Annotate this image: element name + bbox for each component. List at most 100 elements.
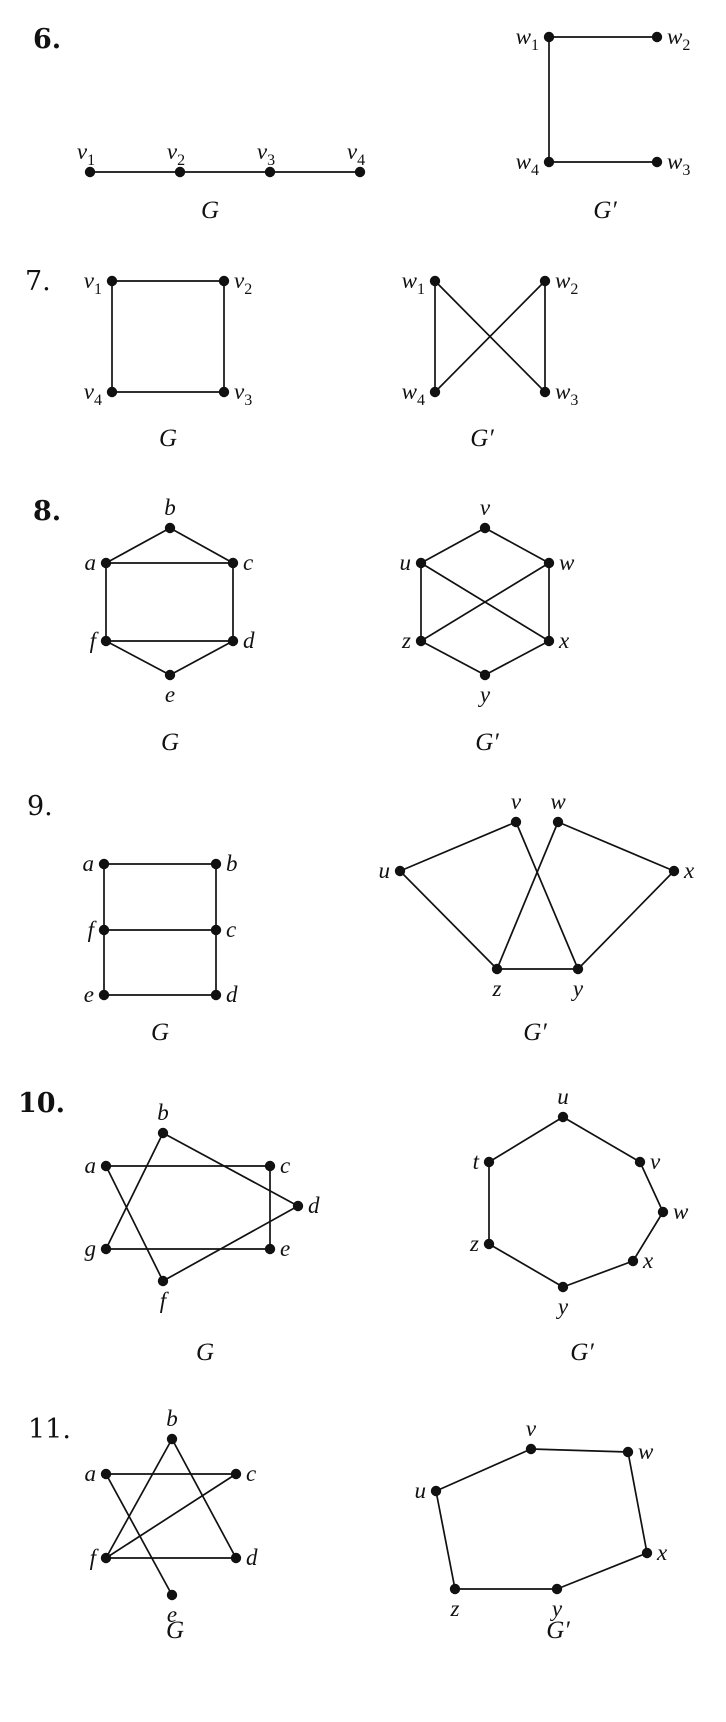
vertex-v: [634, 1156, 646, 1168]
edge-a-f: [105, 1165, 164, 1282]
graph-g-prime: w1 w2 w4 w3 G′: [402, 268, 579, 452]
vertex-label-w: w: [673, 1199, 689, 1224]
vertex-w3: [651, 156, 663, 168]
vertex-label-w4: w4: [402, 379, 425, 409]
vertex-v1: [84, 166, 96, 178]
vertex-label-v1: v1: [84, 268, 102, 298]
vertex-label-x: x: [683, 858, 695, 883]
edge-t-u: [488, 1116, 564, 1163]
vertex-w3: [539, 386, 551, 398]
vertex-label-v2: v2: [234, 268, 252, 298]
vertex-label-v: v: [480, 495, 491, 520]
vertex-label-w: w: [559, 550, 575, 575]
edge-x-y: [556, 1552, 648, 1590]
vertex-w4: [543, 156, 555, 168]
edge-u-v: [399, 821, 517, 872]
edge-c-f: [105, 1473, 237, 1559]
vertex-label-t: t: [473, 1149, 480, 1174]
vertex-w2: [539, 275, 551, 287]
edge-w-x: [632, 1211, 664, 1262]
problem-number: 11.: [28, 1414, 71, 1445]
vertex-v4: [354, 166, 366, 178]
vertex-label-v3: v3: [234, 379, 252, 409]
problem-number: 10.: [18, 1088, 65, 1119]
vertex-c: [227, 557, 239, 569]
graph-caption: G′: [546, 1617, 570, 1644]
graph-caption: G′: [570, 1339, 594, 1366]
graph-g: a b f c e d G: [83, 851, 239, 1046]
vertex-label-w3: w3: [667, 149, 690, 179]
vertex-e: [98, 989, 110, 1001]
vertex-label-a: a: [83, 851, 95, 876]
vertex-z: [483, 1238, 495, 1250]
edge-u-v: [562, 1116, 641, 1163]
edge-u-z: [399, 870, 498, 970]
vertex-u: [430, 1485, 442, 1497]
vertex-label-x: x: [642, 1248, 654, 1273]
problem-number: 6.: [33, 24, 61, 55]
vertex-x: [627, 1255, 639, 1267]
vertex-label-w2: w2: [555, 268, 578, 298]
vertex-v: [525, 1443, 537, 1455]
problem-2: 8. b a c f d eGv u w z x y G′: [33, 495, 575, 756]
edge-a-e: [105, 1473, 173, 1596]
vertex-label-x: x: [656, 1540, 668, 1565]
vertex-label-v: v: [650, 1149, 661, 1174]
vertex-label-e: e: [84, 982, 94, 1007]
vertex-label-w: w: [550, 789, 566, 814]
vertex-label-u: u: [379, 858, 391, 883]
edge-f-d: [162, 1205, 299, 1282]
edge-z-y: [420, 640, 486, 676]
vertex-label-a: a: [85, 1461, 97, 1486]
vertex-v4: [106, 386, 118, 398]
edge-x-y: [562, 1260, 634, 1288]
vertex-label-b: b: [164, 495, 176, 520]
vertex-y: [551, 1583, 563, 1595]
vertex-v3: [218, 386, 230, 398]
graph-caption: G: [166, 1617, 184, 1644]
graph-caption: G: [159, 425, 177, 452]
vertex-c: [230, 1468, 242, 1480]
problem-number: 7.: [25, 266, 51, 297]
vertex-label-b: b: [157, 1100, 169, 1125]
vertex-x: [641, 1547, 653, 1559]
edge-b-c: [169, 527, 234, 564]
vertex-f: [157, 1275, 169, 1287]
vertex-label-v1: v1: [77, 139, 95, 169]
vertex-u: [415, 557, 427, 569]
vertex-e: [264, 1243, 276, 1255]
vertex-label-w1: w1: [402, 268, 425, 298]
vertex-label-c: c: [243, 550, 253, 575]
vertex-label-v3: v3: [257, 139, 275, 169]
vertex-v2: [174, 166, 186, 178]
vertex-label-c: c: [280, 1153, 290, 1178]
vertex-c: [210, 924, 222, 936]
vertex-label-z: z: [450, 1596, 460, 1621]
vertex-label-z: z: [401, 628, 411, 653]
edge-w-z: [420, 562, 550, 642]
edge-e-d: [169, 640, 234, 676]
edge-u-v: [435, 1448, 532, 1492]
vertex-z: [415, 635, 427, 647]
graph-g: b a c f d eG: [85, 495, 256, 756]
edge-b-g: [105, 1132, 164, 1250]
vertex-label-u: u: [557, 1084, 569, 1109]
edge-x-y: [577, 870, 675, 970]
edge-y-z: [488, 1243, 564, 1288]
vertex-label-w1: w1: [516, 24, 539, 54]
graph-caption: G: [161, 729, 179, 756]
vertex-label-b: b: [226, 851, 238, 876]
vertex-e: [164, 669, 176, 681]
vertex-label-d: d: [226, 982, 238, 1007]
vertex-u: [394, 865, 406, 877]
vertex-label-u: u: [415, 1478, 427, 1503]
vertex-b: [157, 1127, 169, 1139]
problem-4: 10. b a cd g e f Gu t vw z x yG′: [18, 1084, 689, 1366]
vertex-b: [210, 858, 222, 870]
graph-caption: G′: [523, 1019, 547, 1046]
graph-g-prime: v w u x z yG′: [415, 1416, 669, 1644]
edge-w-z: [496, 821, 559, 970]
vertex-label-y: y: [556, 1294, 569, 1319]
vertex-w2: [651, 31, 663, 43]
